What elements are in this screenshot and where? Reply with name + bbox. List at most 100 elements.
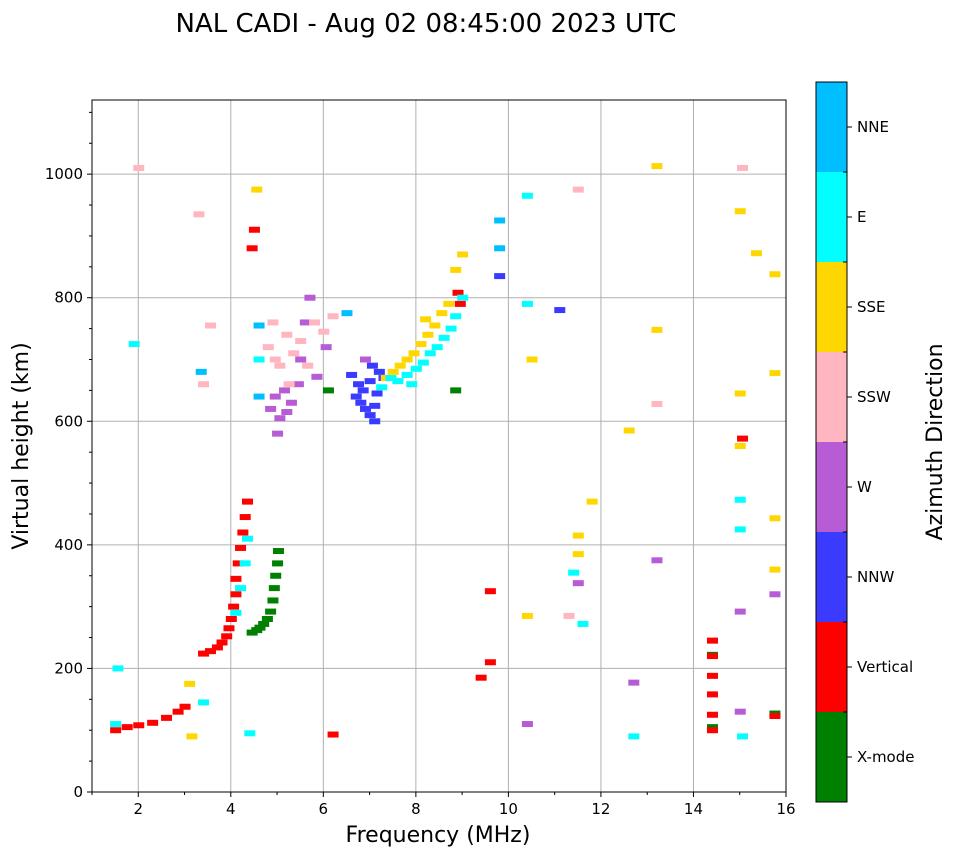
echo-point (269, 393, 281, 400)
echo-point (521, 612, 533, 619)
echo-point (494, 217, 506, 224)
echo-point (706, 711, 718, 718)
echo-point (281, 331, 293, 338)
echo-point (359, 356, 371, 363)
echo-point (327, 731, 339, 738)
echo-point (494, 245, 506, 252)
echo-point (408, 350, 420, 357)
echo-point (225, 616, 237, 622)
echo-point (288, 350, 300, 357)
echo-point (394, 362, 406, 369)
echo-point (769, 515, 781, 522)
echo-point (274, 362, 286, 369)
colorbar-segment (816, 82, 847, 172)
echo-point (251, 186, 263, 193)
y-tick-label: 600 (54, 412, 83, 430)
echo-point (706, 637, 718, 644)
echo-point (737, 733, 749, 740)
echo-point (237, 529, 249, 536)
echo-point (376, 384, 388, 391)
echo-point (265, 405, 277, 412)
echo-point (422, 331, 434, 338)
echo-point (355, 399, 367, 406)
echo-point (521, 192, 533, 199)
echo-point (193, 211, 205, 218)
echo-point (270, 572, 282, 579)
echo-point (628, 733, 640, 740)
echo-point (387, 368, 399, 375)
x-tick-label: 4 (226, 800, 236, 818)
echo-point (420, 316, 432, 323)
x-tick-label: 2 (133, 800, 143, 818)
echo-point (737, 435, 749, 442)
echo-point (235, 585, 247, 592)
echo-point (577, 620, 589, 627)
echo-point (253, 322, 265, 329)
y-tick-label: 0 (73, 783, 83, 801)
echo-point (302, 362, 314, 369)
echo-point (750, 250, 762, 257)
echo-point (554, 307, 566, 314)
echo-point (230, 609, 242, 616)
echo-point (350, 393, 362, 400)
echo-point (223, 625, 235, 632)
y-tick-label: 1000 (45, 165, 83, 183)
colorbar-label: E (857, 208, 866, 226)
echo-point (494, 273, 506, 280)
echo-point (322, 387, 334, 394)
echo-point (285, 399, 297, 406)
echo-point (357, 387, 369, 394)
x-tick-label: 10 (499, 800, 518, 818)
echo-point (450, 266, 462, 273)
colorbar-label: SSE (857, 298, 886, 316)
echo-point (392, 378, 404, 385)
echo-point (450, 387, 462, 394)
echo-point (651, 326, 663, 333)
colorbar-segment (816, 712, 847, 802)
echo-point (526, 356, 538, 363)
echo-point (309, 319, 321, 326)
echo-point (769, 271, 781, 278)
echo-point (737, 164, 749, 171)
echo-point (172, 708, 184, 715)
chart-title: NAL CADI - Aug 02 08:45:00 2023 UTC (176, 9, 677, 39)
echo-point (734, 208, 746, 215)
echo-point (239, 560, 251, 567)
echo-point (311, 373, 323, 380)
echo-point (415, 341, 427, 348)
echo-point (272, 430, 284, 437)
echo-point (568, 569, 580, 576)
echo-point (258, 620, 270, 627)
echo-point (445, 325, 457, 332)
colorbar-label: NNW (857, 568, 894, 586)
echo-point (706, 724, 718, 731)
grid-lines (92, 100, 787, 792)
colorbar-segment (816, 622, 847, 712)
echo-point (734, 608, 746, 615)
series-sse (184, 163, 781, 740)
echo-point (521, 300, 533, 307)
colorbar-segment (816, 352, 847, 442)
series-e (110, 192, 749, 740)
echo-point (385, 375, 397, 382)
echo-point (438, 334, 450, 341)
echo-point (734, 708, 746, 715)
echo-point (279, 387, 291, 394)
y-axis: 0 200 400 600 800 1000 (45, 111, 92, 801)
colorbar-frame (815, 81, 848, 803)
echo-point (563, 612, 575, 619)
echo-point (299, 319, 311, 326)
echo-point (369, 418, 381, 425)
echo-point (304, 294, 316, 301)
colorbar-segment (816, 532, 847, 622)
x-tick-label: 14 (684, 800, 703, 818)
echo-point (623, 427, 635, 434)
echo-point (769, 713, 781, 720)
colorbar-segment (816, 442, 847, 532)
echo-point (401, 356, 413, 363)
x-tick-label: 8 (411, 800, 421, 818)
echo-point (769, 591, 781, 598)
echo-point (295, 356, 307, 363)
echo-point (734, 526, 746, 533)
